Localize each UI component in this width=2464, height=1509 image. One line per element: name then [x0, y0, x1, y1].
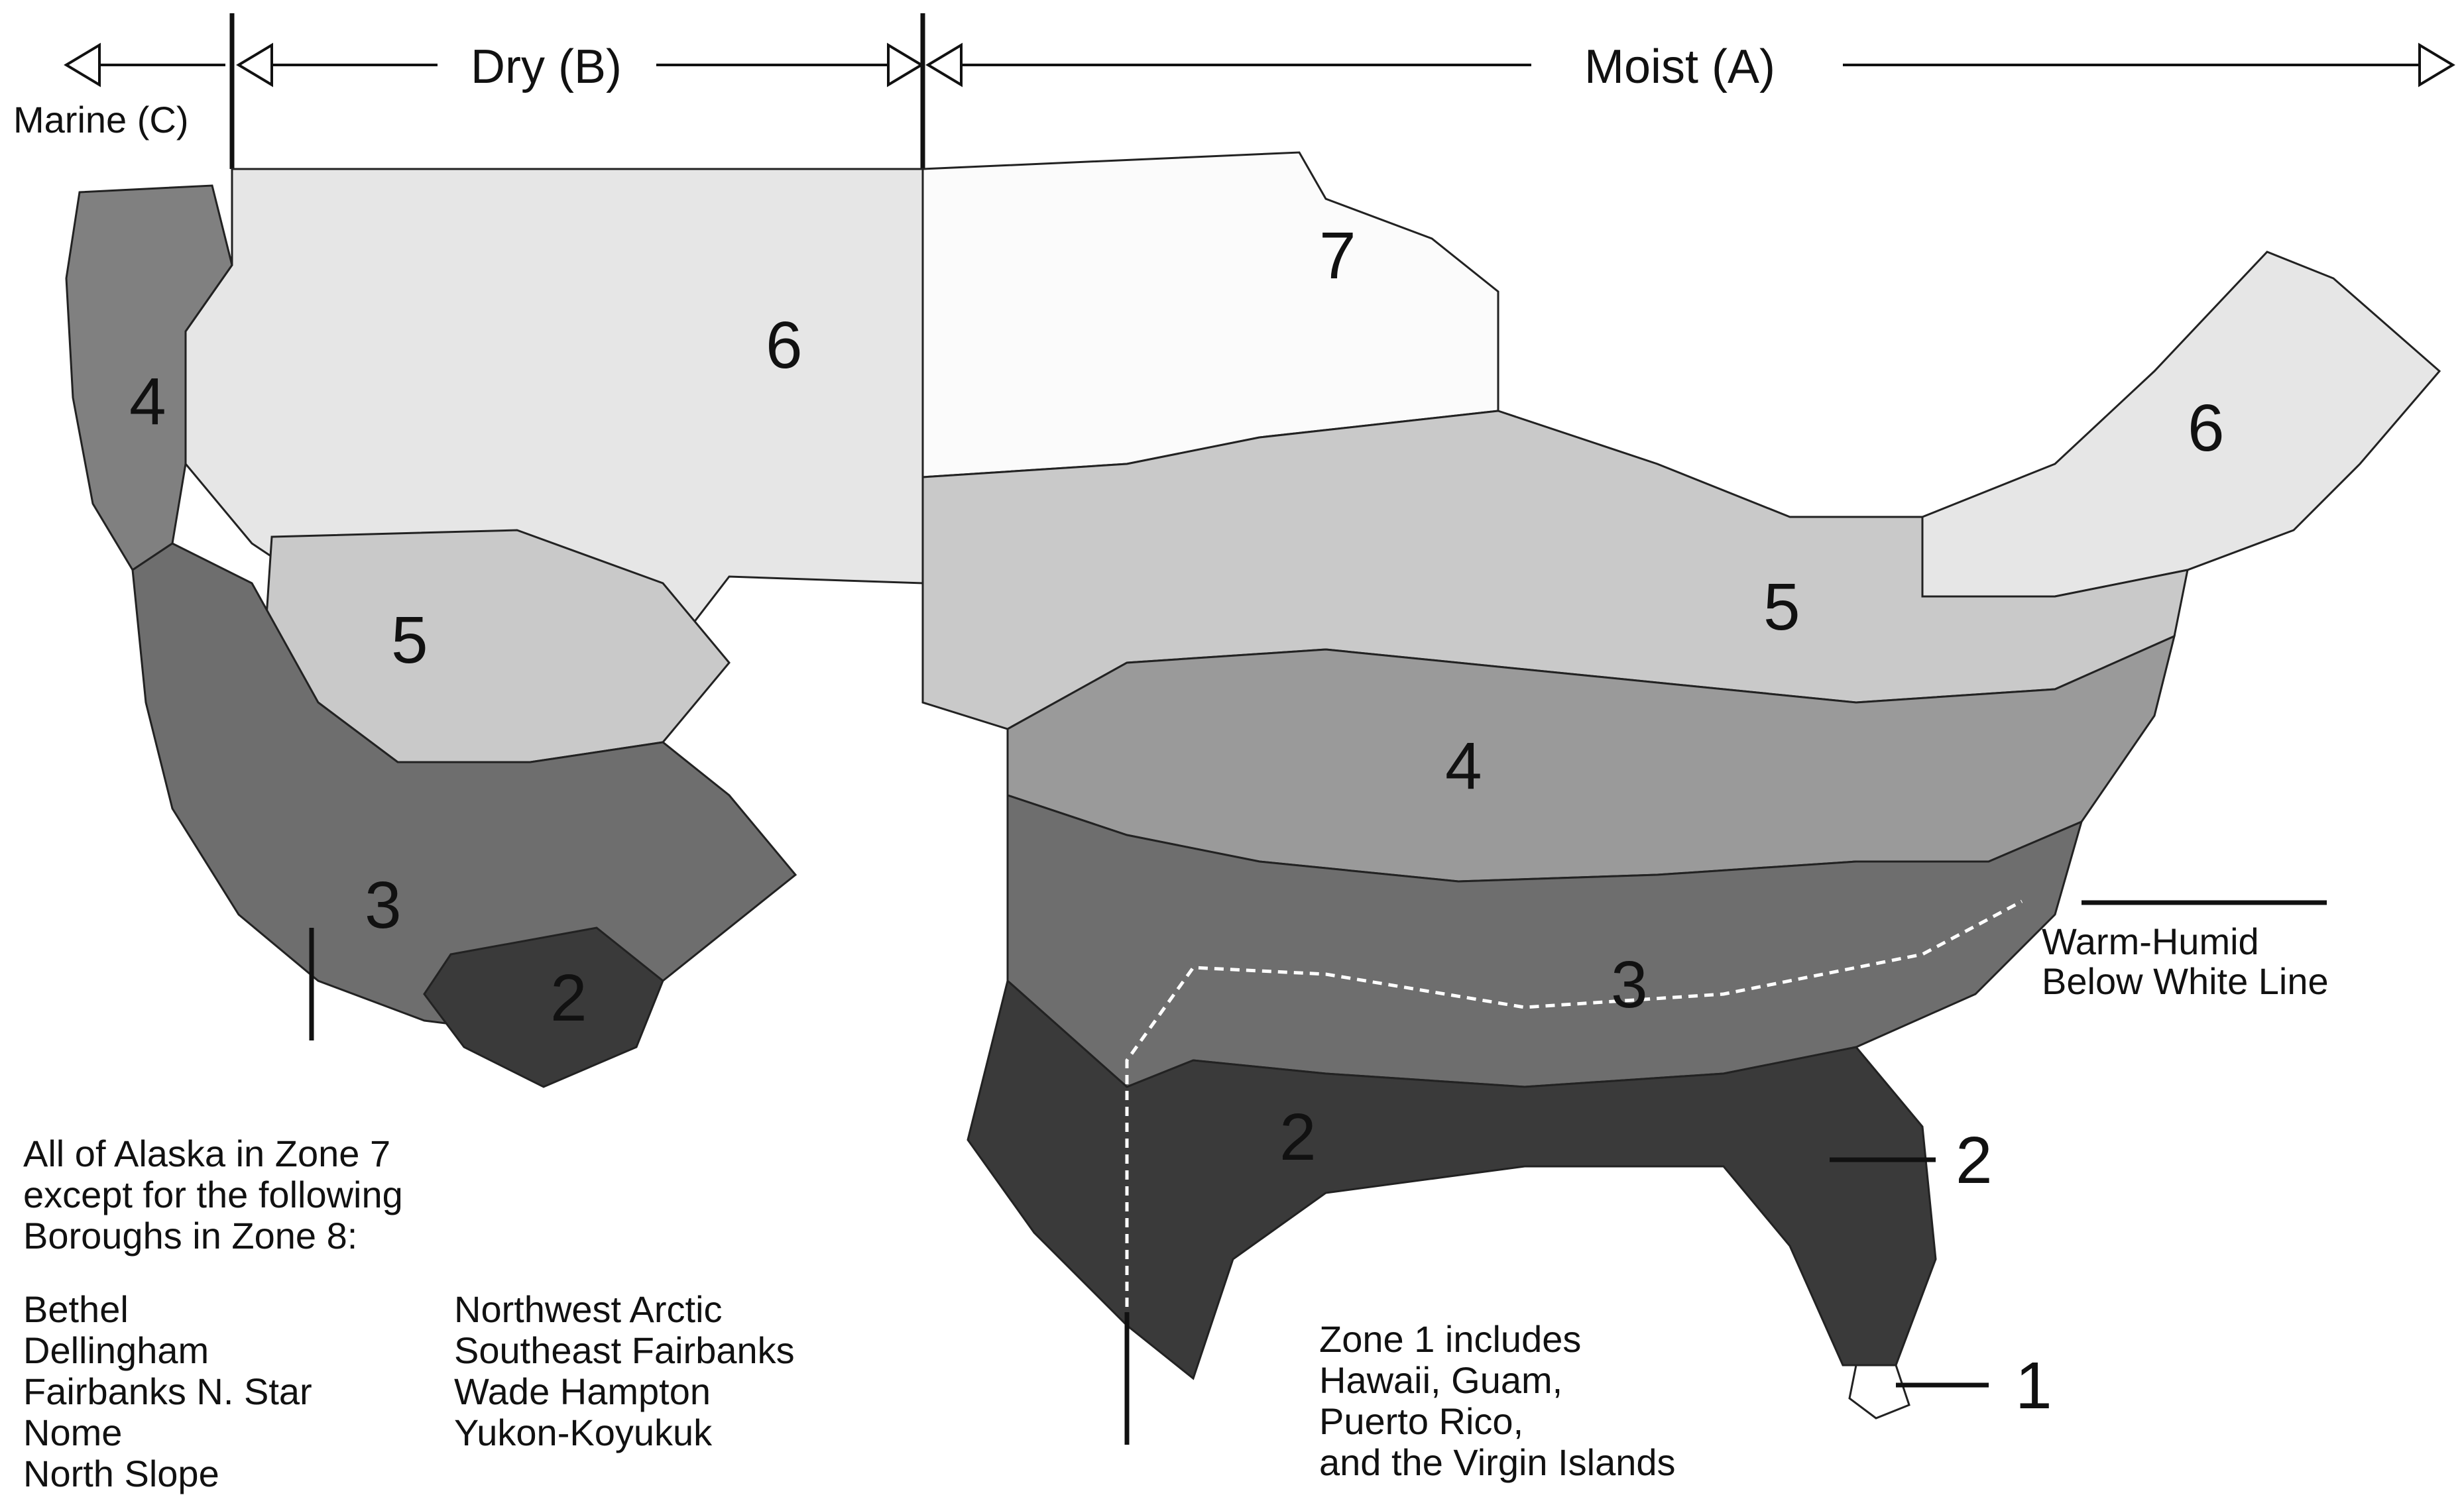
zone-4-central-label: 4 — [1445, 729, 1482, 803]
alaska-note: All of Alaska in Zone 7 except for the f… — [23, 1133, 795, 1494]
zone1-note-line2: Hawaii, Guam, — [1319, 1359, 1562, 1401]
alaska-borough: Southeast Fairbanks — [454, 1329, 795, 1371]
alaska-borough: Dellingham — [23, 1329, 209, 1371]
alaska-borough: Nome — [23, 1412, 122, 1453]
zone-regions — [65, 151, 2441, 1420]
zone-7-label: 7 — [1319, 219, 1356, 293]
zone-2-gulf-label: 2 — [1279, 1100, 1317, 1174]
zone-2-arizona-label: 2 — [550, 961, 587, 1035]
alaska-borough: North Slope — [23, 1453, 219, 1494]
warm-humid-note: Warm-Humid Below White Line — [2042, 921, 2329, 1002]
zone1-note-line1: Zone 1 includes — [1319, 1318, 1581, 1360]
warm-humid-line2: Below White Line — [2042, 960, 2329, 1002]
marine-label: Marine (C) — [13, 99, 188, 140]
alaska-line3: Boroughs in Zone 8: — [23, 1215, 357, 1257]
zone-6-west-label: 6 — [766, 308, 803, 382]
alaska-line1: All of Alaska in Zone 7 — [23, 1133, 390, 1174]
alaska-borough: Bethel — [23, 1288, 129, 1330]
zone-3-west-label: 3 — [365, 868, 402, 942]
alaska-borough: Northwest Arctic — [454, 1288, 723, 1330]
zone-2-gulf-region — [967, 979, 1937, 1380]
zone-3-southeast-label: 3 — [1611, 948, 1648, 1022]
zone-6-northeast-label: 6 — [2188, 391, 2225, 465]
warm-humid-line — [1125, 899, 2023, 1339]
alaska-line2: except for the following — [23, 1174, 403, 1215]
zone-labels: 7 6 6 4 5 5 4 3 3 2 2 2 1 — [129, 219, 2225, 1423]
zone-1-note: Zone 1 includes Hawaii, Guam, Puerto Ric… — [1319, 1318, 1676, 1483]
zone-1-label: 1 — [2015, 1349, 2052, 1423]
zone-6-northeast-region — [1921, 251, 2441, 598]
alaska-borough: Fairbanks N. Star — [23, 1370, 312, 1412]
alaska-borough: Yukon-Koyukuk — [454, 1412, 713, 1453]
zone-4-marine-label: 4 — [129, 364, 166, 439]
moisture-regime-arrows: Dry (B) Moist (A) Marine (C) — [13, 13, 2455, 577]
zone-2-florida-label: 2 — [1956, 1123, 1993, 1198]
zone-3-west-region — [131, 542, 797, 1035]
zone1-note-line3: Puerto Rico, — [1319, 1400, 1523, 1442]
dry-label: Dry (B) — [471, 40, 622, 93]
zone-5-midwest-label: 5 — [1763, 570, 1800, 644]
warm-humid-line1: Warm-Humid — [2042, 921, 2259, 962]
zone-2-arizona-region — [423, 926, 664, 1088]
zone-1-region — [1848, 1364, 1910, 1420]
alaska-borough: Wade Hampton — [454, 1370, 711, 1412]
zone-5-west-label: 5 — [391, 603, 428, 677]
zone1-note-line4: and the Virgin Islands — [1319, 1441, 1676, 1483]
moist-label: Moist (A) — [1584, 40, 1775, 93]
